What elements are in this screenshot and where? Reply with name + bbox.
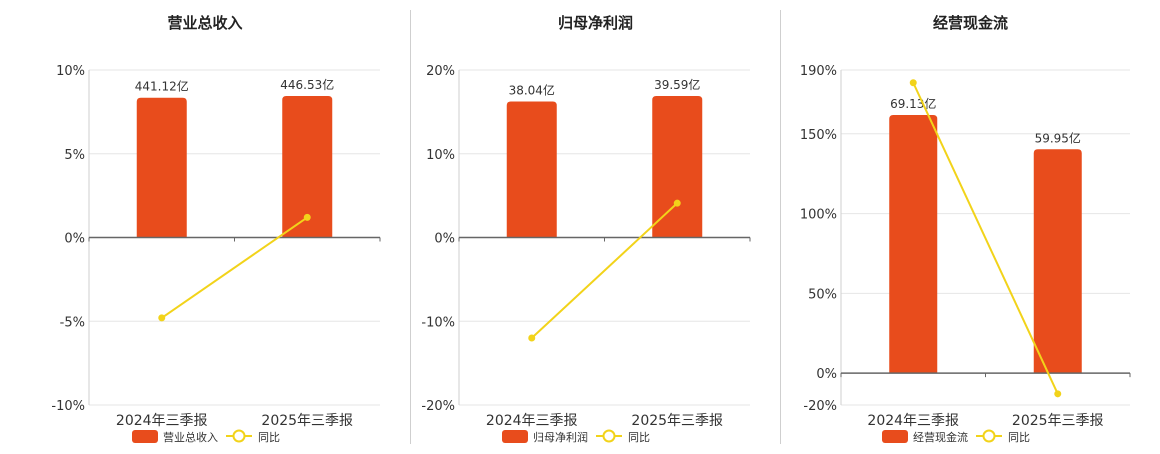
legend-line-marker (232, 429, 246, 443)
y-tick-label: 150% (800, 128, 837, 143)
y-tick-label: 5% (64, 148, 85, 163)
legend-bar-swatch (502, 430, 528, 443)
chart-svg: 190% 150% 100% 50% 0% -20% 69.13亿 2024年三季报 59.95… (800, 64, 1131, 444)
bar-data-label: 38.04亿 (509, 83, 555, 98)
y-tick-label: 0% (64, 232, 85, 247)
line-point (673, 199, 681, 207)
chart-panel-cash-flow: 经营现金流 190% 150% 100% 50% 0% -20% 69.13亿 2024年三季… (781, 0, 1160, 450)
line-series (161, 216, 308, 319)
legend-bar-label: 营业总收入 (163, 430, 218, 444)
bar (136, 97, 187, 238)
chart-svg: 20% 10% 0% -10% -20% 38.04亿 2024年三季报 39.59亿 2025… (421, 64, 751, 444)
legend-line-label: 同比 (258, 431, 280, 444)
bar (1033, 149, 1082, 374)
legend-line-marker (982, 429, 996, 443)
legend-bar-swatch (882, 430, 908, 443)
chart-title: 营业总收入 (167, 14, 243, 32)
chart-panel-revenue: 营业总收入 10% 5% 0% -5% -10% 441.12亿 2024年三季报 446.5… (0, 0, 410, 450)
line-point (158, 314, 166, 322)
bar-data-label: 59.95亿 (1035, 130, 1081, 145)
legend-bar-label: 经营现金流 (913, 430, 968, 444)
bar-data-label: 69.13亿 (890, 96, 936, 111)
bar-data-label: 39.59亿 (654, 77, 700, 92)
bar (282, 96, 333, 238)
line-point (1054, 390, 1062, 398)
panel-divider (410, 10, 411, 444)
x-tick-label: 2025年三季报 (261, 413, 353, 429)
y-tick-label: -5% (60, 315, 85, 330)
y-tick-label: -20% (803, 399, 837, 414)
x-tick-label: 2025年三季报 (631, 413, 723, 429)
y-tick-label: -10% (421, 315, 455, 330)
x-tick-label: 2024年三季报 (486, 413, 578, 429)
y-tick-label: 50% (808, 287, 837, 302)
y-tick-label: 10% (426, 148, 455, 163)
x-tick-label: 2025年三季报 (1012, 413, 1104, 429)
y-tick-label: 0% (816, 367, 837, 382)
legend-line-marker (602, 429, 616, 443)
y-tick-label: -20% (421, 399, 455, 414)
chart-svg: 10% 5% 0% -5% -10% 441.12亿 2024年三季报 446.53亿 2025… (51, 64, 381, 444)
legend-bar-label: 归母净利润 (533, 430, 588, 444)
y-tick-label: 100% (800, 208, 837, 223)
y-tick-label: 190% (800, 64, 837, 79)
bar (652, 96, 703, 238)
legend-bar-swatch (132, 430, 158, 443)
chart-panel-net-profit: 归母净利润 20% 10% 0% -10% -20% 38.04亿 2024年三季报 39.5… (411, 0, 780, 450)
line-point (528, 334, 536, 342)
bar (506, 101, 557, 238)
bar-data-label: 446.53亿 (280, 77, 334, 92)
chart-title: 归母净利润 (557, 14, 633, 32)
y-tick-label: 10% (56, 64, 85, 79)
y-tick-label: -10% (51, 399, 85, 414)
y-tick-label: 20% (426, 64, 455, 79)
x-tick-label: 2024年三季报 (867, 413, 959, 429)
line-point (303, 213, 311, 221)
legend-line-label: 同比 (628, 431, 650, 444)
panel-divider (780, 10, 781, 444)
y-tick-label: 0% (434, 232, 455, 247)
line-point (909, 79, 917, 87)
x-tick-label: 2024年三季报 (116, 413, 208, 429)
line-series (912, 82, 1059, 395)
chart-title: 经营现金流 (932, 14, 1008, 32)
line-series (531, 202, 678, 339)
bar-data-label: 441.12亿 (135, 79, 189, 94)
bar (889, 115, 938, 374)
legend-line-label: 同比 (1008, 431, 1030, 444)
